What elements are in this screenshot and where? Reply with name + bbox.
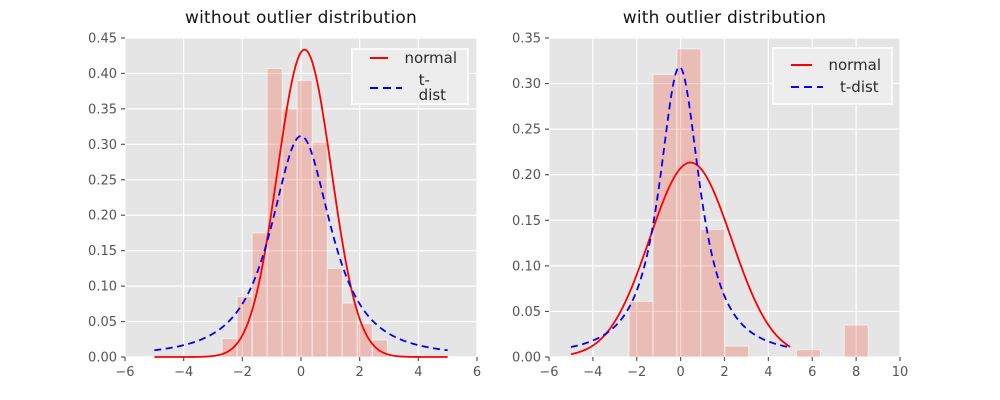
y-tick-label: 0.00: [88, 351, 117, 366]
legend-label-t-dist: t-dist: [840, 77, 879, 96]
x-tick-label: 10: [892, 365, 909, 380]
y-tick-label: 0.05: [512, 305, 541, 320]
histogram-bar: [795, 349, 821, 358]
y-tick-label: 0.15: [88, 244, 117, 259]
legend-item-t-dist: t-dist: [790, 77, 881, 96]
x-tick-label: −6: [539, 365, 558, 380]
y-tick-label: 0.20: [512, 168, 541, 183]
histogram-bar: [236, 296, 253, 358]
histogram-bar: [281, 108, 298, 358]
x-tick-label: 8: [852, 365, 860, 380]
legend-left: normal t-dist: [351, 48, 469, 105]
y-tick-label: 0.35: [512, 32, 541, 47]
curve-t-dist: [154, 135, 448, 352]
y-tick-label: 0.00: [512, 351, 541, 366]
y-tick-label: 0.35: [88, 102, 117, 117]
y-tick-label: 0.40: [88, 67, 117, 82]
y-tick-label: 0.25: [88, 173, 117, 188]
tick-marks: [121, 37, 478, 361]
legend-line-t-dist-icon: [791, 86, 823, 88]
y-tick-label: 0.25: [512, 123, 541, 138]
curve-normal: [154, 48, 448, 358]
legend-label-normal: normal: [404, 48, 457, 67]
histogram-bars: [628, 48, 869, 358]
x-tick-label: −4: [174, 365, 193, 380]
x-tick-label: 4: [414, 365, 422, 380]
gridlines: [124, 37, 478, 358]
tick-marks: [545, 37, 901, 361]
histogram-bar: [843, 324, 869, 358]
x-tick-label: −4: [583, 365, 602, 380]
legend-line-normal-icon: [791, 64, 813, 66]
legend-item-normal: normal: [369, 48, 457, 67]
x-tick-label: 0: [676, 365, 684, 380]
legend-item-t-dist: t-dist: [369, 70, 457, 104]
y-tick-label: 0.30: [512, 77, 541, 92]
x-tick-label: −2: [627, 365, 646, 380]
histogram-bar: [341, 302, 358, 358]
y-tick-label: 0.30: [88, 138, 117, 153]
x-tick-label: 6: [473, 365, 481, 380]
curve-t-dist: [570, 66, 791, 349]
histogram-bar: [628, 300, 654, 358]
plot-title-right: with outlier distribution: [622, 8, 827, 28]
x-tick-label: 4: [764, 365, 772, 380]
y-tick-label: 0.20: [88, 209, 117, 224]
histogram-bar: [371, 339, 388, 358]
histogram-bar: [652, 73, 678, 358]
histogram-bar: [724, 345, 750, 358]
legend-line-t-dist-icon: [370, 86, 402, 89]
x-tick-label: 0: [297, 365, 305, 380]
histogram-bar: [676, 48, 702, 358]
x-tick-labels: −6 −4 −2 0 2 4 6 8 10: [539, 365, 908, 380]
x-tick-label: −2: [233, 365, 252, 380]
y-tick-labels: 0.00 0.05 0.10 0.15 0.20 0.25 0.30 0.35: [512, 32, 541, 366]
histogram-bar: [700, 228, 726, 358]
x-tick-labels: −6 −4 −2 0 2 4 6: [115, 365, 481, 380]
legend-item-normal: normal: [790, 55, 881, 74]
y-tick-labels: 0.00 0.05 0.10 0.15 0.20 0.25 0.30 0.35 0.40 0.45: [88, 32, 117, 366]
legend-label-normal: normal: [828, 55, 881, 74]
histogram-bar: [326, 267, 343, 358]
y-tick-label: 0.10: [512, 259, 541, 274]
legend-right: normal t-dist: [772, 47, 893, 105]
legend-label-t-dist: t-dist: [418, 70, 447, 104]
histogram-bar: [311, 141, 328, 358]
y-tick-label: 0.05: [88, 315, 117, 330]
y-tick-label: 0.15: [512, 214, 541, 229]
y-tick-label: 0.10: [88, 280, 117, 295]
x-tick-label: −6: [115, 365, 134, 380]
x-tick-label: 2: [720, 365, 728, 380]
axes-right: −6 −4 −2 0 2 4 6 8 10 0.00 0.05 0.10 0.15 0.20 0.25 0.3…: [512, 32, 908, 381]
y-tick-label: 0.45: [88, 32, 117, 47]
histogram-bar: [296, 80, 313, 358]
legend-line-normal-icon: [370, 57, 389, 59]
plot-title-left: without outlier distribution: [185, 8, 417, 28]
x-tick-label: 2: [356, 365, 364, 380]
x-tick-label: 6: [808, 365, 816, 380]
